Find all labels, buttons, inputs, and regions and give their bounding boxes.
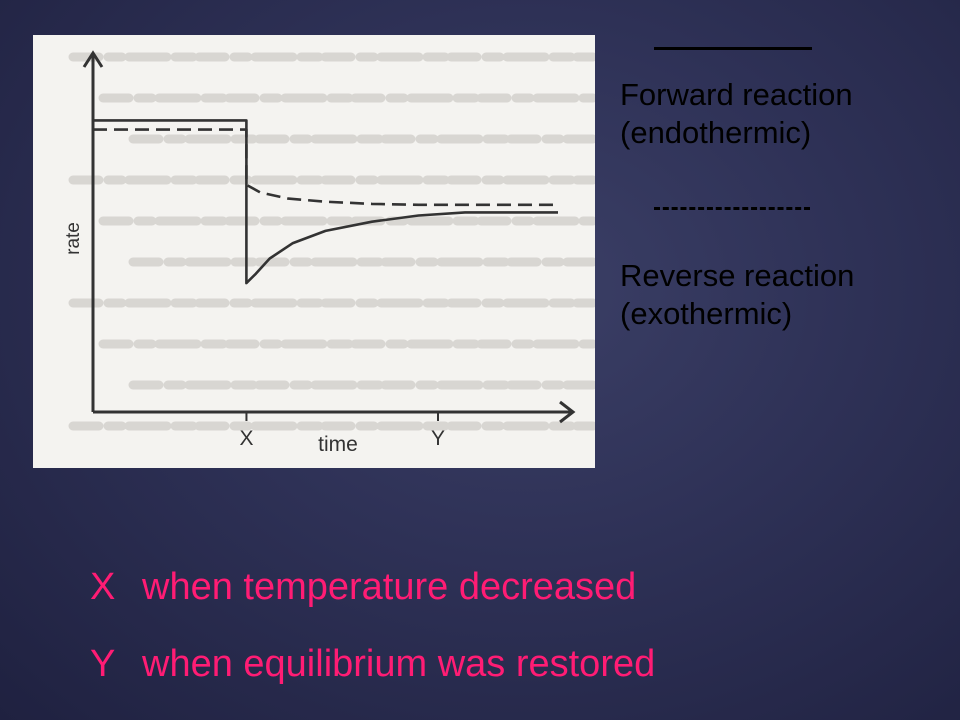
x-tick-label-x: X: [239, 427, 253, 450]
legend-forward-line2: (endothermic): [620, 115, 812, 150]
legend-forward-label: Forward reaction (endothermic): [620, 76, 920, 152]
x-axis-arrow: [559, 400, 576, 424]
legend-reverse-label: Reverse reaction (exothermic): [620, 257, 920, 333]
legend-solid-line: [654, 47, 812, 50]
legend-forward-line1: Forward reaction: [620, 77, 853, 112]
x-tick-label-y: Y: [431, 427, 445, 450]
scanned-background-text: [68, 52, 595, 431]
y-axis-arrow: [82, 50, 104, 68]
legend-reverse-line2: (exothermic): [620, 296, 793, 331]
x-axis-label: time: [318, 433, 358, 456]
reverse-rate-line: [93, 128, 558, 207]
annotation-x-key: X: [90, 566, 116, 608]
series-layer: [93, 119, 558, 285]
annotation-y-text: when equilibrium was restored: [142, 643, 656, 685]
annotation-x-text: when temperature decreased: [142, 566, 637, 608]
axis-labels: rate time: [63, 222, 358, 456]
legend-dashed-line: [654, 207, 810, 210]
forward-rate-line: [93, 119, 558, 285]
annotation-y-key: Y: [90, 643, 116, 685]
legend-reverse-line1: Reverse reaction: [620, 258, 855, 293]
y-axis-label: rate: [63, 222, 84, 255]
